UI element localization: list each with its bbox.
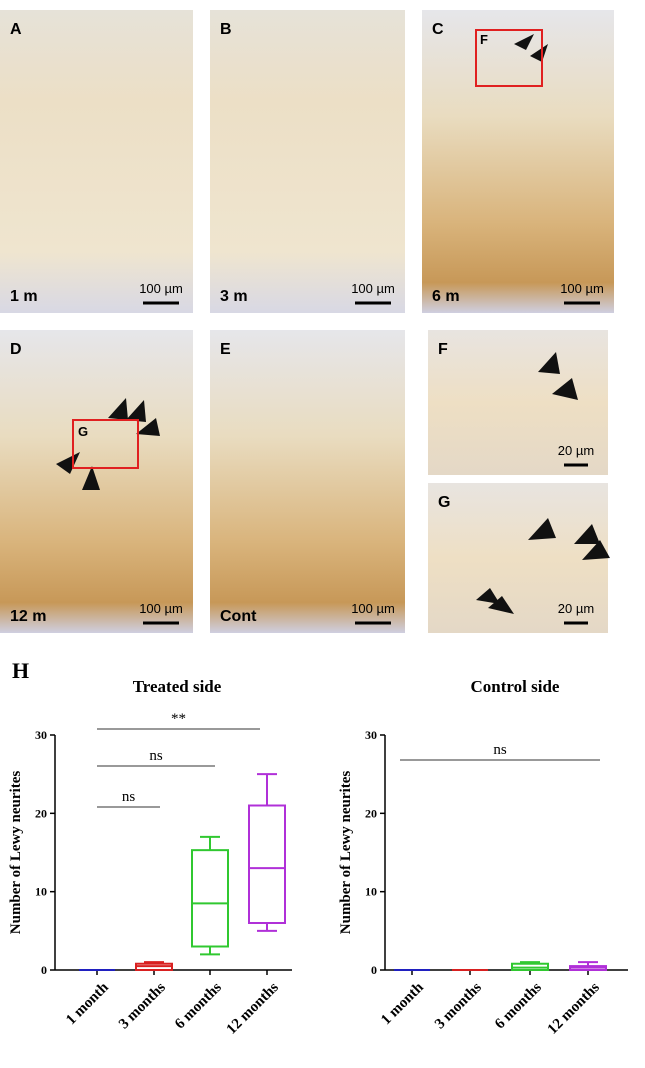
significance-label: ns [149, 748, 163, 764]
chart-title: Treated side [133, 677, 222, 696]
x-tick-label: 1 month [378, 979, 427, 1028]
significance-label: ns [122, 789, 136, 805]
y-tick-label: 0 [371, 963, 377, 977]
x-tick-label: 3 months [116, 979, 169, 1032]
box [248, 804, 286, 924]
charts: Treated side Number of Lewy neurites 0 10 20… [8, 677, 628, 1038]
y-tick-label: 0 [41, 963, 47, 977]
panel-letter: G [438, 494, 450, 511]
age-label: Cont [220, 608, 257, 625]
scale-label: 100 µm [560, 281, 604, 296]
age-label: 12 m [10, 608, 46, 625]
x-tick-label: 1 month [63, 979, 112, 1028]
panel-letter: D [10, 341, 22, 358]
micrographs: A 1 m 100 µm B 3 m 100 µm C 6 m 100 µm D 12 m 100 µ… [0, 10, 614, 633]
x-tick-label: 6 months [492, 979, 545, 1032]
x-tick-label: 6 months [172, 979, 225, 1032]
micrograph [210, 330, 405, 633]
age-label: 3 m [220, 288, 248, 305]
y-tick-label: 30 [35, 728, 47, 742]
inset-letter: F [480, 32, 488, 47]
panel-letter: E [220, 341, 231, 358]
chart-title: Control side [471, 677, 560, 696]
micrograph [210, 10, 405, 313]
figure-label: H [12, 658, 29, 683]
x-tick-label: 12 months [224, 979, 282, 1037]
age-label: 6 m [432, 288, 460, 305]
scale-label: 20 µm [558, 443, 594, 458]
scale-label: 100 µm [351, 601, 395, 616]
scale-label: 100 µm [351, 281, 395, 296]
panel-letter: A [10, 21, 22, 38]
x-tick-label: 3 months [432, 979, 485, 1032]
significance-label: ns [493, 742, 507, 758]
micrograph [428, 330, 608, 475]
y-tick-label: 30 [365, 728, 377, 742]
panel-letter: B [220, 21, 232, 38]
inset-letter: G [78, 424, 88, 439]
scale-label: 100 µm [139, 601, 183, 616]
panel-letter: C [432, 21, 444, 38]
inset-boxes [72, 29, 543, 469]
micrograph [422, 10, 614, 313]
age-label: 1 m [10, 288, 38, 305]
scale-label: 20 µm [558, 601, 594, 616]
y-tick-label: 10 [35, 885, 47, 899]
y-axis-label: Number of Lewy neurites [8, 771, 24, 935]
box [191, 849, 229, 948]
y-tick-label: 20 [365, 806, 377, 820]
significance-label: ** [171, 711, 186, 727]
scale-label: 100 µm [139, 281, 183, 296]
y-axis-label: Number of Lewy neurites [338, 771, 354, 935]
panel-letter: F [438, 341, 448, 358]
micrograph [0, 10, 193, 313]
y-tick-label: 10 [365, 885, 377, 899]
micrograph [428, 483, 608, 633]
y-tick-label: 20 [35, 806, 47, 820]
x-tick-label: 12 months [545, 979, 603, 1037]
